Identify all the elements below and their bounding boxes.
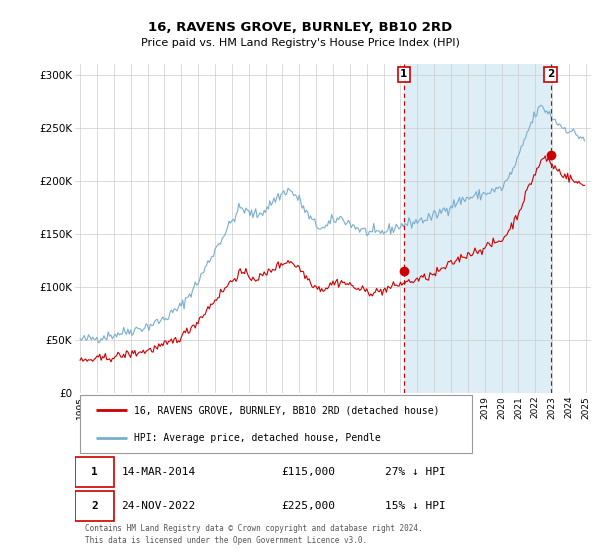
Text: Contains HM Land Registry data © Crown copyright and database right 2024.
This d: Contains HM Land Registry data © Crown c… (85, 524, 423, 545)
FancyBboxPatch shape (80, 395, 472, 453)
Text: 2: 2 (547, 69, 554, 80)
Text: HPI: Average price, detached house, Pendle: HPI: Average price, detached house, Pend… (134, 433, 381, 442)
FancyBboxPatch shape (75, 491, 114, 521)
Text: £225,000: £225,000 (281, 501, 335, 511)
Text: 2: 2 (91, 501, 98, 511)
Text: 16, RAVENS GROVE, BURNLEY, BB10 2RD: 16, RAVENS GROVE, BURNLEY, BB10 2RD (148, 21, 452, 34)
Text: 1: 1 (400, 69, 407, 80)
FancyBboxPatch shape (75, 457, 114, 487)
Text: 15% ↓ HPI: 15% ↓ HPI (385, 501, 445, 511)
Text: 24-NOV-2022: 24-NOV-2022 (121, 501, 196, 511)
Text: Price paid vs. HM Land Registry's House Price Index (HPI): Price paid vs. HM Land Registry's House … (140, 38, 460, 48)
Text: 27% ↓ HPI: 27% ↓ HPI (385, 467, 445, 477)
Text: 14-MAR-2014: 14-MAR-2014 (121, 467, 196, 477)
Text: 1: 1 (91, 467, 98, 477)
Text: £115,000: £115,000 (281, 467, 335, 477)
Bar (404, 64, 551, 393)
Text: 16, RAVENS GROVE, BURNLEY, BB10 2RD (detached house): 16, RAVENS GROVE, BURNLEY, BB10 2RD (det… (134, 405, 440, 416)
